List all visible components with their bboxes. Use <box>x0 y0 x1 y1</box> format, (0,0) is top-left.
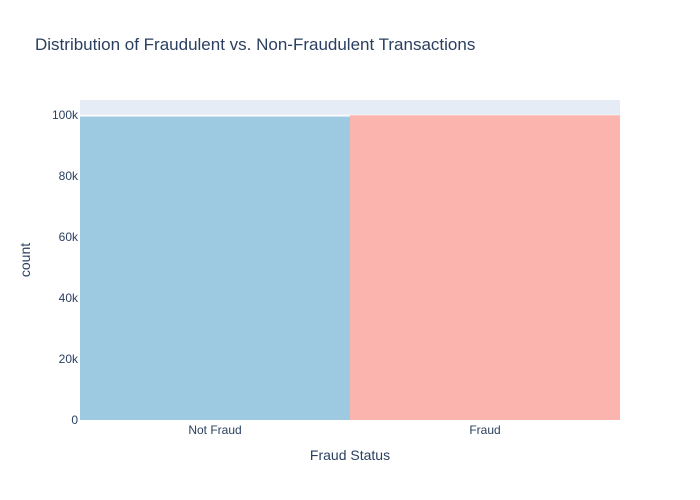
y-tick-label: 60k <box>59 230 79 244</box>
x-tick-label: Not Fraud <box>188 423 241 437</box>
y-tick-label: 100k <box>52 108 79 122</box>
y-tick-label: 0 <box>71 413 78 427</box>
x-tick-label: Fraud <box>469 423 500 437</box>
bar-fraud[interactable] <box>350 115 620 420</box>
y-axis-ticks: 0 20k 40k 60k 80k 100k <box>52 108 79 427</box>
x-axis-title: Fraud Status <box>310 447 390 463</box>
y-tick-label: 20k <box>59 352 79 366</box>
x-axis-ticks: Not Fraud Fraud <box>188 423 500 437</box>
y-axis-title: count <box>17 243 33 277</box>
bars <box>80 115 620 420</box>
chart-title: Distribution of Fraudulent vs. Non-Fraud… <box>35 35 475 54</box>
bar-not-fraud[interactable] <box>80 116 350 420</box>
y-tick-label: 40k <box>59 291 79 305</box>
y-tick-label: 80k <box>59 169 79 183</box>
